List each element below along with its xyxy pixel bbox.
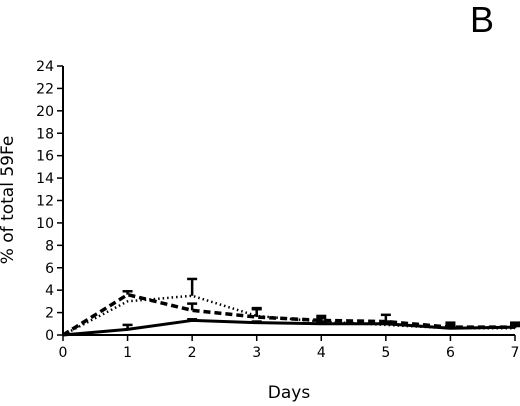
x-tick-label: 6 bbox=[446, 345, 455, 361]
x-axis-title: Days bbox=[268, 383, 311, 403]
x-tick-label: 3 bbox=[252, 345, 261, 361]
y-tick-label: 16 bbox=[36, 149, 54, 165]
x-tick-label: 2 bbox=[188, 345, 197, 361]
y-axis-title: % of total 59Fe bbox=[0, 136, 18, 265]
y-tick-label: 18 bbox=[36, 126, 54, 142]
x-tick-label: 5 bbox=[381, 345, 390, 361]
y-tick-label: 20 bbox=[36, 104, 54, 120]
y-tick-label: 4 bbox=[45, 283, 54, 299]
y-tick-label: 0 bbox=[45, 328, 54, 344]
y-tick-label: 2 bbox=[45, 306, 54, 322]
x-tick-label: 4 bbox=[317, 345, 326, 361]
y-tick-label: 14 bbox=[36, 171, 54, 187]
y-tick-label: 12 bbox=[36, 194, 54, 210]
y-tick-label: 22 bbox=[36, 81, 54, 97]
x-axis: 0 1 2 3 4 5 6 7 bbox=[59, 334, 520, 361]
series-lines bbox=[62, 292, 516, 337]
y-tick-label: 6 bbox=[45, 261, 54, 277]
x-tick-label: 1 bbox=[123, 345, 132, 361]
panel-label: B bbox=[470, 0, 494, 40]
x-tick-label: 7 bbox=[511, 345, 520, 361]
y-tick-label: 8 bbox=[45, 238, 54, 254]
series-line-dashed bbox=[62, 292, 515, 337]
error-bars bbox=[122, 277, 520, 330]
y-tick-label: 10 bbox=[36, 216, 54, 232]
x-tick-label: 0 bbox=[59, 345, 68, 361]
y-tick-label: 24 bbox=[36, 59, 54, 75]
